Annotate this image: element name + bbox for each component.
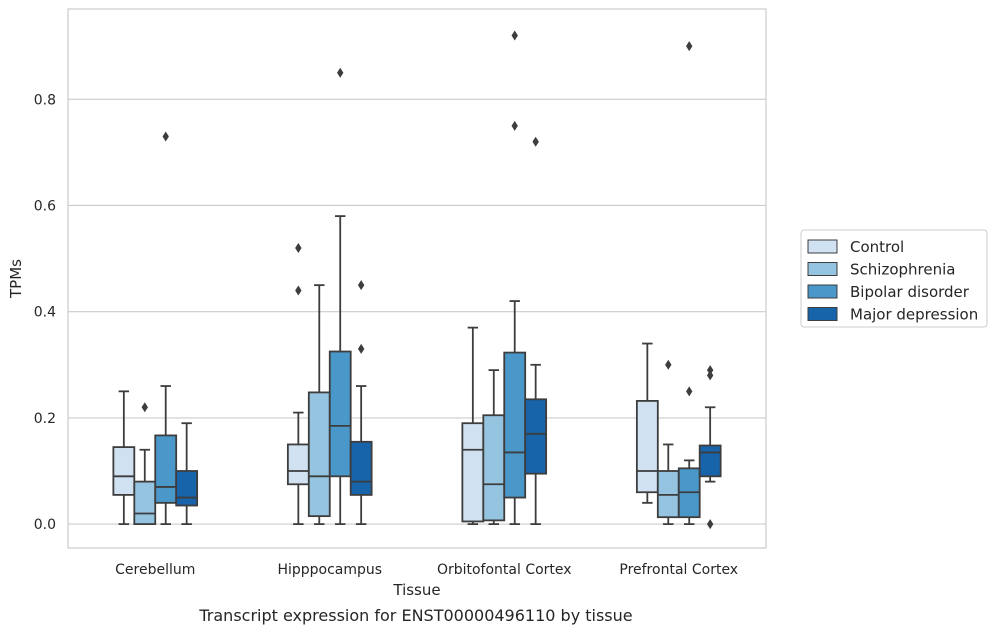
outlier-point <box>295 242 302 253</box>
legend-label: Major depression <box>850 306 978 324</box>
box-plot <box>503 30 527 526</box>
legend-swatch <box>807 262 838 276</box>
box-iqr <box>133 480 157 526</box>
y-axis-label: TPMs <box>7 259 25 299</box>
y-tick-label: 0.6 <box>34 198 56 214</box>
legend-label: Control <box>850 238 904 256</box>
y-tick-label: 0.8 <box>34 92 56 108</box>
box-plot <box>656 359 680 526</box>
outlier-point <box>511 30 518 41</box>
box-plots <box>112 30 722 530</box>
y-tick-label: 0.0 <box>34 517 56 533</box>
outlier-point <box>162 131 169 142</box>
x-tick-label: Prefrontal Cortex <box>619 562 738 578</box>
box-iqr <box>328 350 352 478</box>
box-plot <box>286 242 310 526</box>
box-plot <box>635 342 659 504</box>
x-tick-label: Hipppocampus <box>277 562 382 578</box>
box-plot <box>677 41 701 526</box>
box-plot <box>524 136 548 526</box>
box-iqr <box>461 422 485 523</box>
plot-frame <box>67 8 767 549</box>
box-iqr <box>349 440 373 496</box>
outlier-point <box>686 41 693 52</box>
box-iqr <box>286 443 310 486</box>
outlier-point <box>706 519 714 530</box>
box-plot <box>349 280 373 526</box>
legend-item: Major depression <box>807 306 978 324</box>
outlier-point <box>686 386 693 397</box>
box-plot <box>328 67 352 526</box>
legend-swatch <box>807 239 838 254</box>
box-iqr <box>503 351 527 499</box>
outlier-point <box>706 370 714 381</box>
outlier-point <box>706 365 714 376</box>
box-iqr <box>635 400 659 494</box>
box-plot <box>154 131 178 526</box>
legend-item: Control <box>807 238 904 256</box>
y-tick-label: 0.4 <box>34 305 56 321</box>
y-tick-label: 0.2 <box>34 411 56 427</box>
legend-swatch <box>807 284 838 299</box>
legend-label: Schizophrenia <box>850 261 955 279</box>
box-iqr <box>175 470 199 507</box>
box-plot <box>307 284 331 526</box>
figure-caption: Transcript expression for ENST0000049611… <box>199 606 633 625</box>
outlier-point <box>357 343 365 354</box>
box-iqr <box>482 414 506 522</box>
outlier-point <box>511 120 518 131</box>
box-iqr <box>524 398 548 475</box>
legend: Control Schizophrenia Bipolar disorder Majo… <box>800 229 988 328</box>
x-axis-ticks: Cerebellum Hipppocampus Orbitofontal Corte… <box>115 562 738 578</box>
box-iqr <box>112 446 136 496</box>
outlier-point <box>141 402 148 413</box>
legend-item: Bipolar disorder <box>807 283 970 301</box>
legend-frame <box>800 229 988 328</box>
box-plot <box>482 369 506 526</box>
legend-item: Schizophrenia <box>807 261 955 279</box>
legend-swatch <box>807 307 838 321</box>
outlier-point <box>665 359 672 370</box>
legend-label: Bipolar disorder <box>850 283 970 301</box>
outlier-point <box>357 280 365 291</box>
box-iqr <box>307 391 331 518</box>
box-plot <box>698 365 722 530</box>
y-axis-ticks: 0.0 0.2 0.4 0.6 0.8 <box>34 92 56 533</box>
outlier-point <box>532 136 539 147</box>
box-plot <box>461 326 485 526</box>
x-axis-label: Tissue <box>392 581 440 599</box>
box-plot <box>133 402 157 526</box>
outlier-point <box>295 285 302 296</box>
box-plot <box>112 390 136 526</box>
outlier-point <box>337 67 344 78</box>
x-tick-label: Orbitofontal Cortex <box>437 562 572 578</box>
box-iqr <box>154 434 178 504</box>
box-iqr <box>698 444 722 478</box>
legend-items: Control Schizophrenia Bipolar disorder Majo… <box>807 238 978 324</box>
box-plot <box>175 422 199 526</box>
x-tick-label: Cerebellum <box>115 562 195 578</box>
